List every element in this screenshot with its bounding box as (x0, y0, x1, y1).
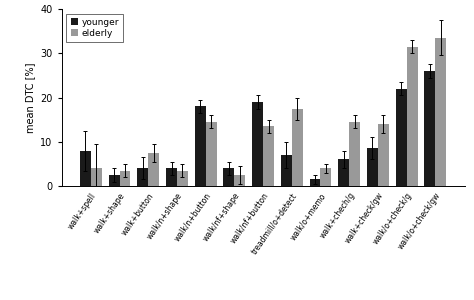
Bar (91, 168, 102, 186)
Bar (263, 126, 274, 186)
Bar (109, 175, 119, 186)
Bar (119, 170, 130, 186)
Bar (177, 170, 188, 186)
Bar (223, 168, 234, 186)
Bar (281, 155, 292, 186)
Bar (349, 122, 360, 186)
Legend: younger, elderly: younger, elderly (66, 14, 124, 42)
Bar (424, 71, 435, 186)
Bar (80, 151, 91, 186)
Y-axis label: mean DTC [%]: mean DTC [%] (25, 62, 35, 133)
Bar (310, 179, 320, 186)
Bar (338, 159, 349, 186)
Bar (378, 124, 389, 186)
Bar (292, 109, 303, 186)
Bar (320, 168, 331, 186)
Bar (435, 38, 446, 186)
Bar (148, 153, 159, 186)
Bar (137, 168, 148, 186)
Bar (367, 148, 378, 186)
Bar (234, 175, 245, 186)
Bar (252, 102, 263, 186)
Bar (407, 46, 418, 186)
Bar (166, 168, 177, 186)
Bar (195, 106, 206, 186)
Bar (206, 122, 217, 186)
Bar (396, 89, 407, 186)
